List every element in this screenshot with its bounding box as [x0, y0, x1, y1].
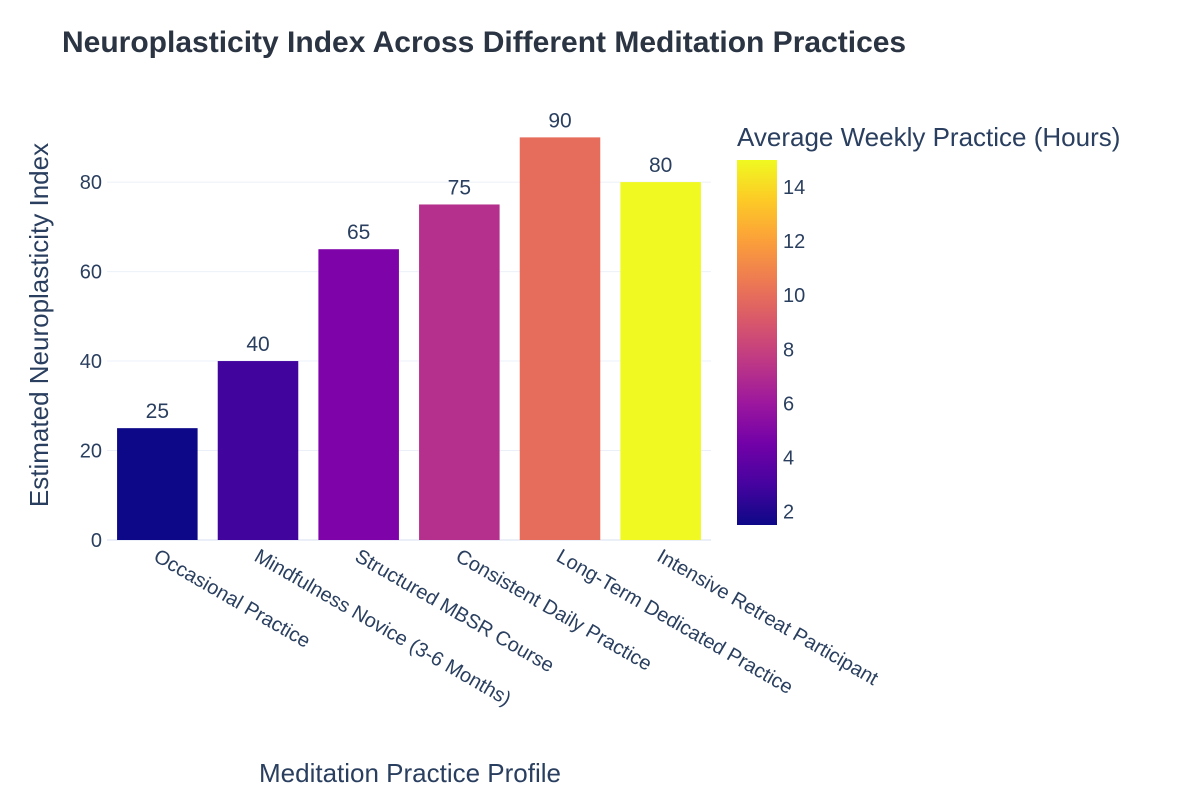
bar-value-label: 65 — [347, 221, 370, 244]
bar-value-label: 90 — [548, 109, 571, 132]
bar — [519, 137, 601, 541]
y-tick-label: 80 — [80, 172, 102, 194]
colorbar-tick-label: 12 — [783, 231, 805, 253]
y-tick-label: 20 — [80, 441, 102, 463]
colorbar-tick-label: 14 — [783, 177, 805, 199]
gridlines — [107, 181, 711, 541]
bar — [117, 428, 198, 540]
colorbar: Average Weekly Practice (Hours) 2 4 6 8 10 12… — [737, 122, 1120, 525]
colorbar-tick-label: 10 — [783, 285, 805, 307]
y-tick-label: 0 — [91, 530, 102, 552]
bar — [620, 182, 701, 540]
colorbar-title: Average Weekly Practice (Hours) — [737, 122, 1120, 152]
bar — [419, 204, 500, 540]
chart-title: Neuroplasticity Index Across Different M… — [62, 26, 906, 59]
y-axis-ticks: 0 20 40 60 80 — [80, 172, 102, 552]
colorbar-gradient — [737, 160, 777, 525]
bar-value-label: 80 — [649, 154, 672, 177]
x-axis-title: Meditation Practice Profile — [259, 758, 561, 788]
bar-value-label: 75 — [448, 176, 471, 199]
bar — [318, 249, 399, 541]
colorbar-tick-label: 8 — [783, 339, 794, 361]
colorbar-tick-label: 2 — [783, 501, 794, 523]
y-tick-label: 40 — [80, 351, 102, 373]
bars — [117, 137, 701, 541]
y-tick-label: 60 — [80, 262, 102, 284]
bar-value-label: 40 — [246, 333, 269, 356]
bar-labels: 25 40 65 75 90 80 — [146, 109, 673, 423]
colorbar-tick-label: 6 — [783, 393, 794, 415]
colorbar-tick-label: 4 — [783, 447, 794, 469]
bar — [217, 361, 299, 540]
y-axis-title: Estimated Neuroplasticity Index — [24, 143, 54, 507]
bar-value-label: 25 — [146, 400, 169, 423]
